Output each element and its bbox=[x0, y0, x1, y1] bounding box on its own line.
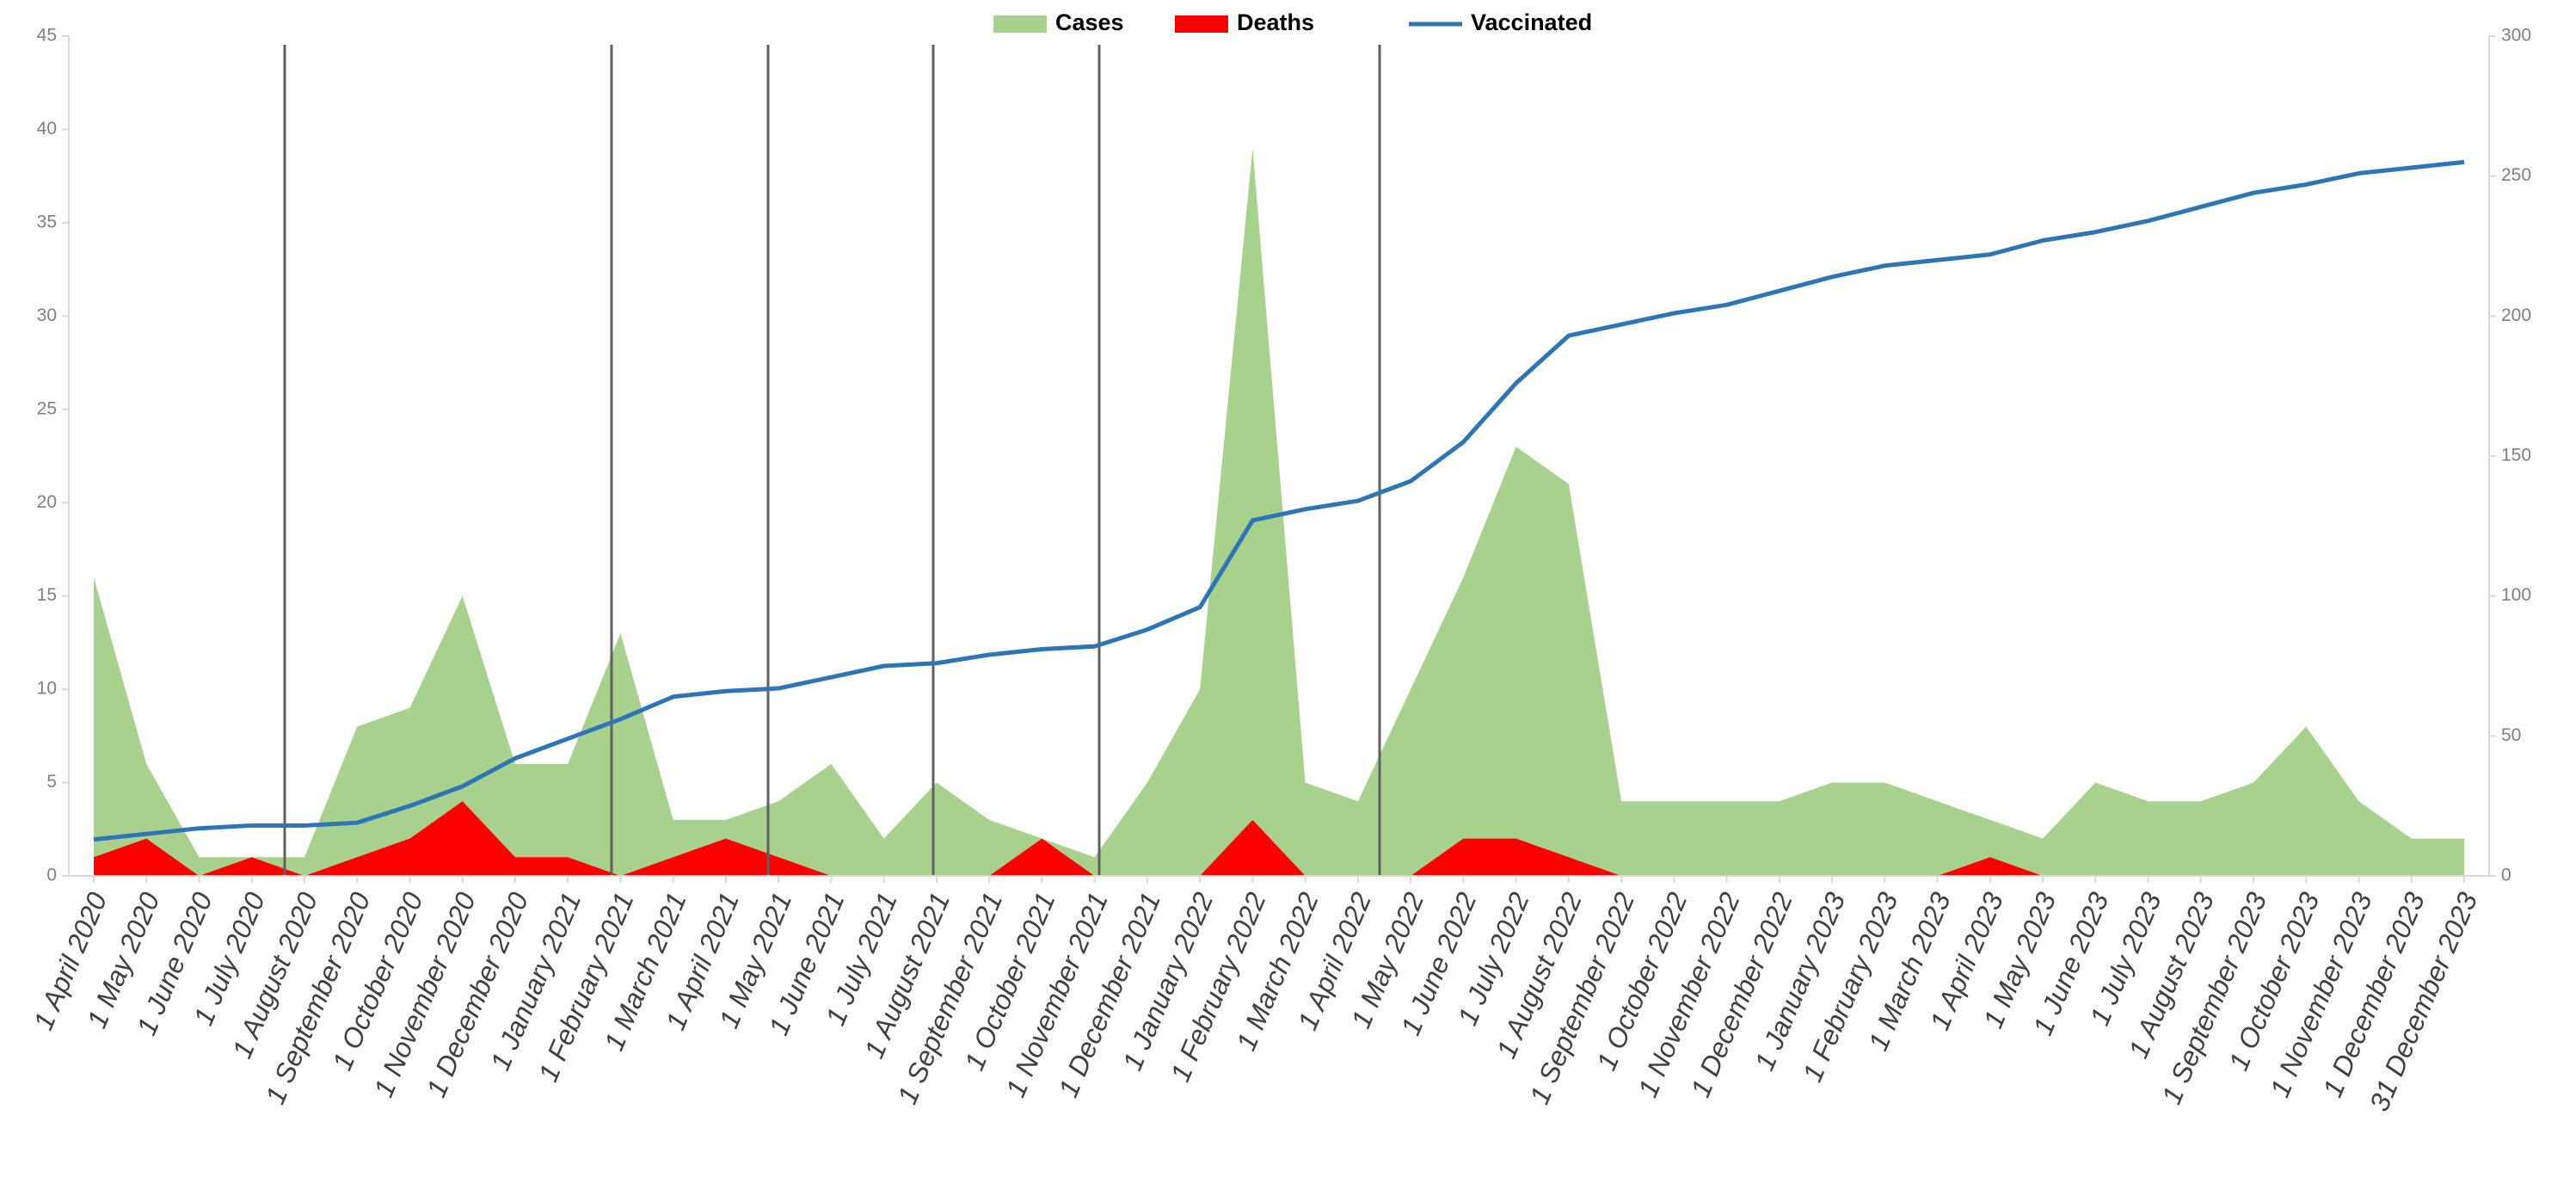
y-tick-label: 25 bbox=[37, 398, 57, 418]
line-series bbox=[93, 159, 2465, 842]
y-tick-label: 35 bbox=[37, 212, 57, 231]
y-tick-label: 15 bbox=[37, 585, 57, 605]
y-tick-label: 10 bbox=[37, 679, 57, 699]
legend-swatch bbox=[1175, 15, 1228, 33]
y-tick-label: 40 bbox=[37, 119, 57, 139]
y-tick-label: 20 bbox=[37, 492, 57, 512]
y2-tick-label: 200 bbox=[2501, 305, 2531, 325]
y2-tick-label: 150 bbox=[2501, 446, 2531, 465]
y2-tick-label: 300 bbox=[2501, 26, 2531, 46]
y-tick-label: 5 bbox=[46, 772, 57, 792]
y2-tick-label: 0 bbox=[2501, 866, 2511, 885]
legend-label: Vaccinated bbox=[1471, 9, 1592, 35]
y-tick-label: 45 bbox=[37, 26, 57, 46]
legend-label: Cases bbox=[1055, 9, 1124, 35]
legend-label: Deaths bbox=[1237, 9, 1314, 35]
y-tick-label: 30 bbox=[37, 305, 57, 325]
area-series bbox=[94, 148, 2464, 877]
legend-swatch bbox=[993, 15, 1047, 33]
event-lines bbox=[283, 45, 1381, 876]
area-series bbox=[94, 801, 2464, 876]
areas bbox=[94, 148, 2464, 877]
y2-tick-label: 50 bbox=[2501, 725, 2521, 745]
y2-tick-label: 100 bbox=[2501, 585, 2531, 605]
y-tick-label: 0 bbox=[46, 866, 57, 885]
y2-tick-label: 250 bbox=[2501, 165, 2531, 185]
